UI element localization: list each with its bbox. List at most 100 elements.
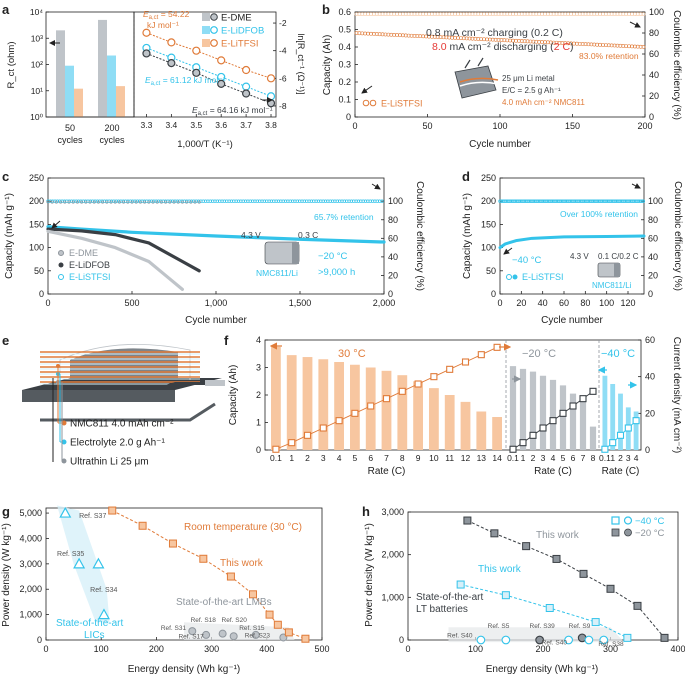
g-lmb-point <box>188 627 197 636</box>
f-bar <box>569 393 577 450</box>
b-ce-point <box>551 12 556 17</box>
h-lt-2: LT batteries <box>416 604 468 615</box>
b-ce-point <box>560 12 565 17</box>
b-ce-point <box>369 12 373 17</box>
f-xtick-label: 1 <box>521 453 526 463</box>
g-lmb-point <box>229 632 238 641</box>
f-title-m20: −20 °C <box>522 348 556 360</box>
d-xtick-label: 40 <box>538 298 548 308</box>
f-current-point <box>303 431 312 439</box>
b-ce-point <box>609 12 614 17</box>
f-bar <box>460 401 471 450</box>
e-legend-li: Ultrathin Li 25 μm <box>70 457 149 468</box>
c-ce-other-point <box>46 200 50 204</box>
b-charge-text: 0.8 mA cm⁻² charging (0.2 C) <box>426 27 563 39</box>
f-bar <box>381 370 392 450</box>
a-ea-gray: Ea,ct = 64.16 kJ mol⁻¹ <box>192 105 273 117</box>
a-arr-xtick-label: 3.8 <box>265 120 277 130</box>
b-ce-point <box>537 12 542 17</box>
f-xlabel: Rate (C) <box>602 466 640 477</box>
g-lic-ref-label: Ref. S35 <box>57 551 84 558</box>
f-bar <box>318 359 329 450</box>
d-ylabel: Capacity (mAh g⁻¹) <box>462 193 473 279</box>
g-ylabel: Power density (W kg⁻¹) <box>1 523 12 627</box>
h-series-point <box>501 591 510 600</box>
g-lmb-ref-label: Ref. S20 <box>222 617 248 624</box>
h-series-point <box>552 554 561 563</box>
f-y2label: Current density (mA cm⁻²) <box>671 337 682 453</box>
b-ce-point <box>545 12 550 17</box>
d-capacity-line <box>498 234 646 250</box>
c-ce-other-point <box>138 200 142 204</box>
f-xtick-label: 6 <box>571 453 576 463</box>
f-current-point <box>351 409 359 417</box>
d-ytick-label: 50 <box>486 266 496 276</box>
f-bar <box>633 411 639 450</box>
f-xtick-label: 5 <box>561 453 566 463</box>
f-current-point <box>272 445 280 453</box>
a-bar-e-lidfob <box>65 65 74 117</box>
f-current-point <box>569 402 577 410</box>
c-y2tick-label: 60 <box>388 233 398 243</box>
c-ce-other-point <box>101 200 105 204</box>
g-this-work-point <box>226 572 235 581</box>
a-bars-ylabel: R_ct (ohm) <box>6 42 17 89</box>
g-xtick-label: 300 <box>204 644 219 654</box>
b-ce-point <box>569 12 573 17</box>
c-ce-other-point <box>172 200 176 204</box>
legend-marker-edme <box>210 13 218 21</box>
f-xtick-label: 7 <box>384 453 389 463</box>
b-ce-point <box>389 12 394 17</box>
a-bars-ytick-label: 10⁴ <box>30 7 43 17</box>
c-legend-label-lidfob: E-LiDFOB <box>69 260 110 270</box>
d-y2tick-label: 20 <box>648 270 658 280</box>
h-series-point <box>591 618 600 627</box>
h-xtick-label: 400 <box>670 644 685 654</box>
a-arr-ytick-label: -6 <box>279 73 287 83</box>
b-y2tick-label: 100 <box>649 7 664 17</box>
b-legend-label: E-LiSTFSI <box>381 99 423 109</box>
f-xlabel: Rate (C) <box>534 466 572 477</box>
g-ytick-label: 1,000 <box>19 610 42 620</box>
b-xlabel: Cycle number <box>469 139 531 150</box>
c-ce-other-point <box>130 200 134 204</box>
c-temp: −20 °C <box>318 251 348 262</box>
b-ytick-label: 0.4 <box>338 42 351 52</box>
a-bar-e-dme <box>56 30 65 118</box>
b-ce-point <box>554 12 559 17</box>
panel-label-a: a <box>2 2 10 17</box>
h-ytick-label: 3,000 <box>381 507 404 517</box>
d-ce-point <box>640 199 644 203</box>
g-xlabel: Energy density (Wh kg⁻¹) <box>128 664 241 675</box>
a-arr-xtick-label: 3.5 <box>190 120 202 130</box>
b-ce-point <box>540 12 544 17</box>
panel-label-f: f <box>224 333 229 348</box>
c-ce-other-point <box>71 200 75 204</box>
h-ref-point <box>584 635 594 645</box>
h-series-point <box>490 529 499 538</box>
g-lics-region <box>57 505 110 623</box>
c-ce-other-point <box>54 200 58 204</box>
b-ce-point <box>432 12 437 17</box>
f-xtick-label: 2 <box>618 453 623 463</box>
f-current-point <box>579 395 587 403</box>
h-series-point <box>456 580 465 589</box>
legend-swatch-lidfob-bar <box>202 26 210 34</box>
b-ce-point <box>485 12 489 17</box>
b-ce-point <box>392 12 397 17</box>
f-xtick-label: 1 <box>289 453 294 463</box>
c-ce-other-point <box>151 200 155 204</box>
c-ce-other-point <box>126 200 130 204</box>
d-xtick-label: 60 <box>559 298 569 308</box>
a-arr-ytick-label: -2 <box>279 18 287 28</box>
b-ce-point <box>441 12 446 17</box>
f-current-point <box>367 402 375 410</box>
c-cell: NMC811/Li <box>256 268 298 278</box>
c-ce-other-point <box>92 200 96 204</box>
h-legend-sq-m20 <box>611 528 620 537</box>
d-y2tick-label: 40 <box>648 252 658 262</box>
b-ce-point <box>505 12 510 17</box>
d-ytick-label: 0 <box>491 289 496 299</box>
b-y2tick-label: 60 <box>649 49 659 59</box>
